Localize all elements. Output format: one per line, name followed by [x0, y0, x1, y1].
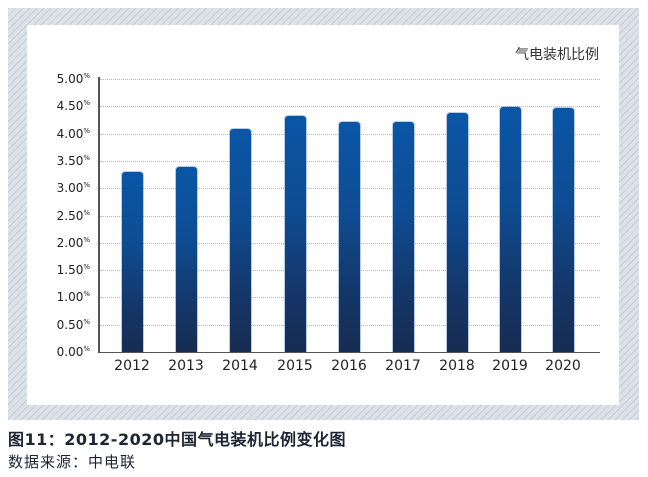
- bar-2019: [499, 106, 521, 352]
- figure-caption: 图11：2012-2020中国气电装机比例变化图: [8, 430, 346, 449]
- y-tick-value: 3.50: [56, 153, 84, 168]
- bar-2017: [392, 122, 414, 352]
- y-tick-percent: %: [83, 126, 90, 135]
- legend-label: 气电装机比例: [515, 47, 599, 63]
- y-tick-value: 5.00: [56, 72, 84, 86]
- gridline: [100, 79, 600, 80]
- y-tick-value: 1.50: [56, 263, 84, 278]
- y-tick-label: 1.00%: [32, 290, 90, 304]
- y-tick-label: 0.00%: [32, 345, 90, 359]
- x-tick-label: 2015: [277, 358, 313, 374]
- x-tick-label: 2018: [439, 358, 475, 374]
- y-tick-percent: %: [83, 290, 90, 299]
- y-tick-label: 0.50%: [32, 318, 90, 332]
- y-tick-percent: %: [83, 263, 90, 272]
- y-tick-percent: %: [83, 99, 90, 108]
- y-tick-label: 4.00%: [32, 127, 90, 141]
- x-tick-label: 2017: [385, 358, 421, 374]
- y-tick-value: 0.50: [56, 317, 84, 332]
- y-tick-label: 2.50%: [32, 209, 90, 223]
- y-tick-percent: %: [83, 235, 90, 244]
- y-tick-label: 1.50%: [32, 263, 90, 277]
- x-tick-label: 2013: [168, 358, 204, 374]
- y-tick-label: 4.50%: [32, 99, 90, 113]
- x-tick-label: 2012: [114, 358, 150, 374]
- y-tick-value: 2.00: [56, 235, 84, 250]
- gridline: [100, 106, 600, 108]
- y-tick-percent: %: [83, 208, 90, 217]
- y-tick-value: 0.00: [56, 345, 84, 359]
- y-tick-label: 3.00%: [32, 181, 90, 195]
- y-tick-label: 5.00%: [32, 72, 90, 86]
- bar-2018: [446, 112, 468, 352]
- bar-2012: [121, 171, 143, 352]
- y-tick-value: 3.00: [56, 181, 84, 196]
- y-tick-percent: %: [83, 345, 90, 353]
- y-tick-value: 2.50: [56, 208, 84, 223]
- x-tick-label: 2020: [545, 358, 581, 374]
- data-source: 数据来源：中电联: [8, 453, 137, 471]
- y-tick-value: 1.00: [56, 290, 84, 305]
- y-tick-label: 2.00%: [32, 236, 90, 250]
- bar-2020: [552, 108, 574, 352]
- x-tick-label: 2014: [222, 358, 258, 374]
- y-axis-line: [98, 77, 100, 353]
- x-tick-label: 2019: [492, 358, 528, 374]
- y-tick-value: 4.50: [56, 99, 84, 114]
- y-tick-percent: %: [83, 72, 90, 80]
- bar-2013: [175, 166, 197, 352]
- y-tick-percent: %: [83, 181, 90, 190]
- bar-2016: [338, 122, 360, 352]
- x-tick-label: 2016: [331, 358, 367, 374]
- bar-2015: [284, 116, 306, 352]
- x-axis-line: [98, 352, 600, 353]
- y-tick-percent: %: [83, 317, 90, 326]
- bar-2014: [229, 129, 251, 352]
- y-tick-percent: %: [83, 153, 90, 162]
- y-tick-value: 4.00: [56, 126, 84, 141]
- y-tick-label: 3.50%: [32, 154, 90, 168]
